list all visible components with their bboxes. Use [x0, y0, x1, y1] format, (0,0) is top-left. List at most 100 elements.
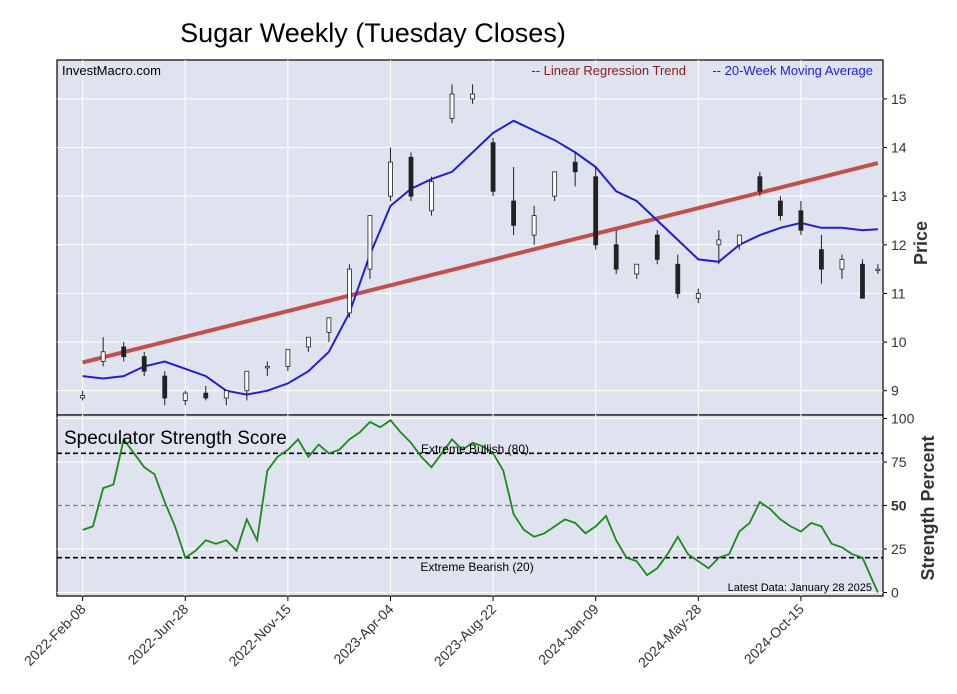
candle-body	[121, 346, 127, 358]
candle-body	[264, 365, 270, 369]
candle-body	[531, 215, 537, 236]
candle	[875, 264, 881, 274]
legend-trend: -- Linear Regression Trend	[531, 63, 686, 78]
candle-body	[80, 395, 86, 399]
candle-body	[347, 268, 352, 314]
candle	[429, 176, 434, 216]
candle	[141, 351, 147, 377]
price-tick-label: 10	[891, 334, 907, 350]
strength-tick-label: 75	[891, 454, 907, 470]
candle-body	[860, 263, 865, 299]
candle	[367, 215, 373, 279]
x-tick-label: 2024-Oct-15	[741, 601, 807, 667]
candle	[121, 342, 127, 362]
candle-body	[367, 215, 373, 270]
candle-body	[839, 258, 845, 270]
candle	[511, 166, 517, 236]
x-tick-label: 2022-Feb-08	[21, 601, 89, 669]
strength-panel-title: Speculator Strength Score	[64, 428, 287, 449]
candle	[777, 196, 783, 221]
x-tick-label: 2022-Nov-15	[225, 601, 294, 670]
candle	[634, 263, 640, 279]
candle	[736, 234, 742, 250]
watermark: InvestMacro.com	[62, 63, 161, 78]
candle-body	[470, 93, 475, 100]
candle	[223, 390, 229, 406]
candle-body	[736, 234, 742, 246]
strength-axis-label: Strength Percent	[918, 435, 938, 580]
candle	[675, 254, 681, 299]
candle	[593, 166, 599, 250]
candle	[839, 254, 845, 279]
candle-body	[203, 392, 209, 399]
candle-body	[511, 200, 517, 226]
price-tick-label: 12	[891, 237, 907, 253]
price-panel	[56, 59, 884, 416]
candle-body	[552, 171, 558, 197]
candle	[860, 259, 865, 299]
candle-body	[654, 234, 660, 260]
candle-body	[757, 176, 763, 192]
candle	[182, 390, 188, 406]
strength-layer	[57, 418, 883, 593]
candle-body	[449, 93, 455, 119]
extreme-bearish-label: Extreme Bearish (20)	[420, 560, 533, 574]
candle-body	[100, 351, 106, 362]
candle-body	[490, 142, 496, 192]
candle	[572, 152, 578, 187]
strength-tick-label: 100	[891, 410, 915, 426]
candle-body	[244, 370, 250, 392]
candle-body	[716, 239, 722, 246]
candle-body	[875, 268, 881, 272]
x-tick-label: 2023-Aug-22	[431, 601, 500, 670]
price-tick-label: 13	[891, 188, 907, 204]
price-layer	[80, 84, 881, 406]
candle-body	[285, 348, 291, 367]
candle	[654, 230, 660, 265]
candle-body	[408, 156, 414, 197]
candle	[285, 348, 291, 372]
strength-tick-label: 50	[891, 498, 907, 514]
candle-body	[675, 263, 681, 294]
candle	[449, 84, 455, 124]
candle	[203, 385, 209, 401]
candle	[347, 264, 352, 318]
x-tick-label: 2023-Apr-04	[330, 601, 396, 667]
candle	[470, 84, 475, 104]
x-tick-label: 2024-Jan-09	[535, 601, 602, 668]
candle	[80, 390, 86, 401]
candle	[388, 147, 393, 202]
candle	[531, 205, 537, 245]
legend-moving-average: -- 20-Week Moving Average	[712, 63, 873, 78]
candle-body	[182, 392, 188, 401]
candle	[326, 317, 332, 343]
candle	[716, 230, 722, 265]
candle-body	[141, 356, 147, 372]
candle	[757, 171, 763, 197]
candle-body	[305, 336, 311, 348]
candle	[552, 171, 558, 202]
candle	[305, 336, 311, 352]
x-tick-label: 2024-May-28	[635, 601, 705, 671]
candle-body	[223, 390, 229, 399]
price-tick-label: 14	[891, 140, 907, 156]
price-axis-label: Price	[911, 221, 931, 265]
candle	[490, 137, 496, 197]
extreme-bullish-label: Extreme Bullish (80)	[421, 442, 529, 456]
candle-body	[593, 176, 599, 246]
candle-body	[695, 293, 701, 299]
candle-body	[429, 181, 434, 212]
candle	[408, 152, 414, 202]
candle-body	[613, 244, 619, 270]
price-tick-label: 11	[891, 285, 906, 301]
candle	[613, 230, 619, 274]
candle-body	[572, 161, 578, 173]
price-tick-label: 15	[891, 91, 907, 107]
candle	[162, 371, 168, 406]
candle	[100, 337, 106, 367]
latest-data-label: Latest Data: January 28 2025	[728, 582, 872, 594]
candle	[819, 235, 824, 284]
trend-line	[82, 161, 879, 365]
candle-body	[162, 375, 168, 399]
